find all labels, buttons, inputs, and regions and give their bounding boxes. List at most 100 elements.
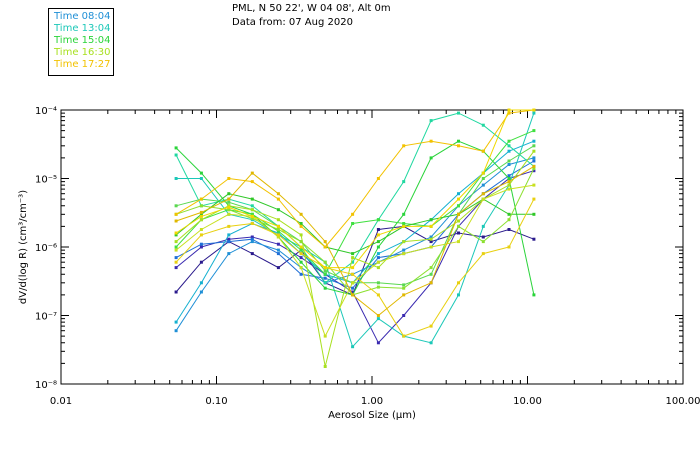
y-tick-label: 10⁻⁵	[35, 175, 57, 186]
data-point	[481, 240, 485, 244]
data-point	[481, 177, 485, 180]
data-point	[174, 245, 178, 249]
chart-subtitle: Data from: 07 Aug 2020	[232, 17, 353, 28]
data-point	[174, 153, 178, 157]
data-point	[532, 197, 536, 201]
data-point	[199, 171, 203, 175]
series-line	[175, 109, 534, 269]
data-point	[199, 177, 203, 180]
data-point	[376, 256, 380, 260]
data-point	[323, 365, 327, 368]
data-point	[507, 212, 511, 216]
data-point	[323, 269, 327, 273]
data-point	[507, 108, 511, 112]
data-point	[351, 345, 355, 349]
data-point	[507, 177, 511, 180]
data-point	[481, 235, 485, 239]
data-point	[299, 266, 303, 270]
series-line	[175, 140, 535, 323]
data-point	[250, 235, 254, 239]
data-point	[323, 276, 327, 280]
data-point	[351, 286, 355, 290]
x-tick-label: 0.10	[205, 396, 227, 407]
legend-item: Time 16:30	[54, 47, 111, 58]
data-point	[376, 341, 380, 345]
data-point	[351, 260, 355, 264]
data-point	[299, 212, 303, 216]
x-tick-label: 10.00	[513, 396, 542, 407]
data-point	[507, 174, 511, 178]
data-point	[227, 252, 231, 256]
data-point	[227, 208, 231, 212]
data-point	[174, 329, 178, 333]
data-point	[227, 177, 231, 180]
data-point	[250, 171, 254, 175]
data-point	[227, 212, 231, 216]
data-point	[299, 245, 303, 249]
data-point	[457, 197, 460, 201]
data-point	[351, 212, 355, 216]
data-point	[507, 218, 511, 222]
data-point	[457, 204, 460, 208]
data-point	[402, 334, 406, 338]
data-point	[174, 256, 178, 260]
data-point	[174, 204, 178, 208]
data-point	[174, 320, 178, 324]
x-axis-label: Aerosol Size (μm)	[328, 410, 416, 421]
data-point	[199, 212, 203, 216]
series-line	[175, 157, 535, 331]
data-point	[174, 240, 178, 244]
data-point	[227, 192, 231, 196]
data-point	[174, 231, 178, 235]
data-point	[507, 183, 511, 187]
data-point	[299, 224, 303, 228]
data-point	[507, 149, 511, 153]
x-tick-label: 0.01	[50, 396, 72, 407]
legend-item: Time 13:04	[54, 23, 111, 34]
data-point	[351, 256, 355, 260]
data-point	[276, 218, 280, 222]
data-point	[174, 146, 178, 150]
data-point	[481, 123, 485, 127]
legend-item: Time 15:04	[54, 35, 111, 46]
data-point	[323, 245, 327, 249]
data-point	[250, 208, 254, 212]
data-point	[376, 266, 380, 270]
data-point	[276, 252, 280, 256]
legend-item: Time 17:27	[54, 59, 111, 70]
data-point	[532, 144, 536, 148]
data-point	[481, 192, 485, 196]
data-point	[376, 281, 380, 285]
data-point	[199, 214, 203, 218]
data-point	[532, 111, 536, 115]
data-point	[250, 217, 254, 221]
data-point	[351, 272, 355, 276]
data-point	[199, 260, 203, 264]
data-point	[507, 144, 511, 148]
data-point	[457, 192, 460, 196]
data-point	[376, 228, 380, 231]
data-point	[507, 139, 511, 143]
data-point	[250, 252, 254, 256]
data-point	[402, 224, 406, 228]
data-point	[250, 204, 254, 208]
data-point	[276, 242, 280, 246]
data-point	[481, 171, 485, 175]
data-point	[457, 212, 460, 216]
data-point	[376, 293, 380, 297]
data-point	[276, 224, 280, 228]
data-point	[457, 240, 460, 244]
data-point	[299, 233, 303, 237]
data-point	[376, 285, 380, 289]
y-tick-label: 10⁻⁷	[35, 312, 57, 323]
data-point	[429, 119, 433, 123]
data-point	[174, 260, 178, 264]
series-line	[176, 112, 535, 348]
data-point	[199, 242, 203, 246]
data-point	[507, 187, 511, 191]
data-point	[199, 218, 203, 222]
data-point	[532, 149, 536, 153]
data-point	[507, 159, 511, 163]
data-point	[250, 180, 254, 184]
